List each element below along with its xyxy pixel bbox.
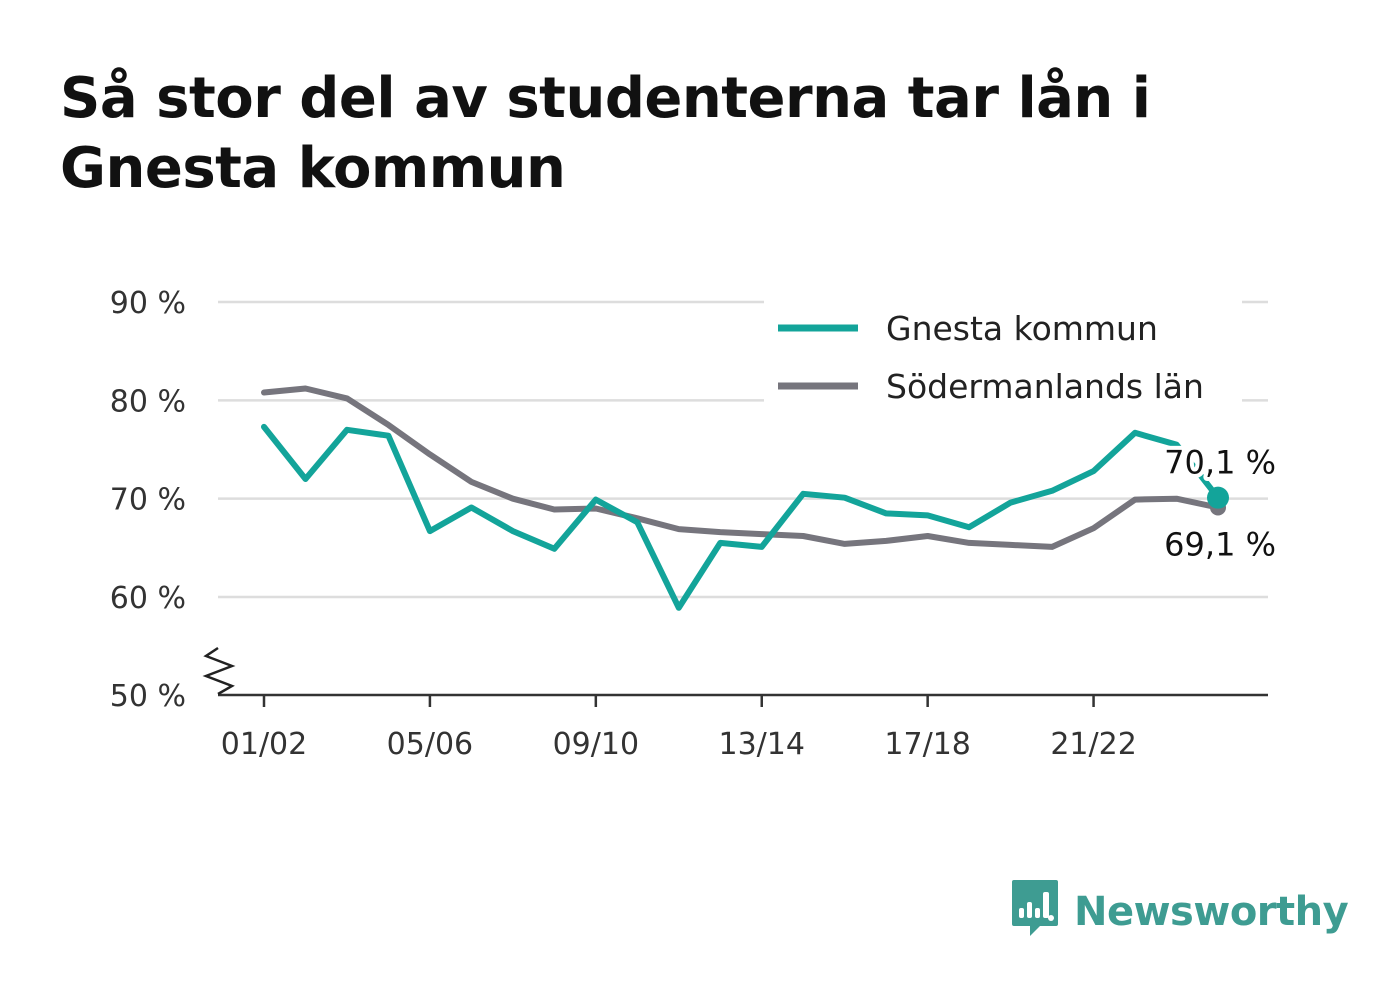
x-tick-label: 21/22	[1050, 727, 1136, 762]
x-tick-label: 13/14	[719, 727, 805, 762]
x-tick-label: 05/06	[387, 727, 473, 762]
end-labels: 70,1 % 69,1 %	[1160, 440, 1280, 568]
y-tick-label: 80 %	[110, 384, 186, 419]
series-line	[261, 385, 1221, 550]
y-tick-label: 60 %	[110, 581, 186, 616]
axes: 50 % 60 % 70 % 80 % 90 % 01/02 05/06 09/10 13/14…	[110, 286, 1268, 762]
legend: Gnesta kommun Södermanlands län	[764, 300, 1242, 406]
brand: Newsworthy	[1010, 878, 1349, 945]
end-value-label: 70,1 %	[1164, 444, 1276, 482]
y-tick-label: 70 %	[110, 483, 186, 518]
end-value-label: 69,1 %	[1164, 526, 1276, 564]
x-tick-label: 17/18	[884, 727, 970, 762]
axis-break-icon	[202, 646, 236, 696]
series-end-point	[1207, 486, 1229, 509]
brand-name: Newsworthy	[1074, 888, 1349, 935]
newsworthy-logo-icon	[1010, 878, 1060, 945]
x-tick-label: 09/10	[553, 727, 639, 762]
chart-title: Så stor del av studenterna tar lån i Gne…	[60, 66, 1151, 201]
legend-label: Södermanlands län	[886, 367, 1204, 406]
series-layer	[261, 385, 1229, 611]
y-tick-label: 50 %	[110, 679, 186, 714]
legend-label: Gnesta kommun	[886, 309, 1158, 348]
series-line	[261, 423, 1221, 611]
y-tick-label: 90 %	[110, 286, 186, 321]
x-tick-label: 01/02	[221, 727, 307, 762]
